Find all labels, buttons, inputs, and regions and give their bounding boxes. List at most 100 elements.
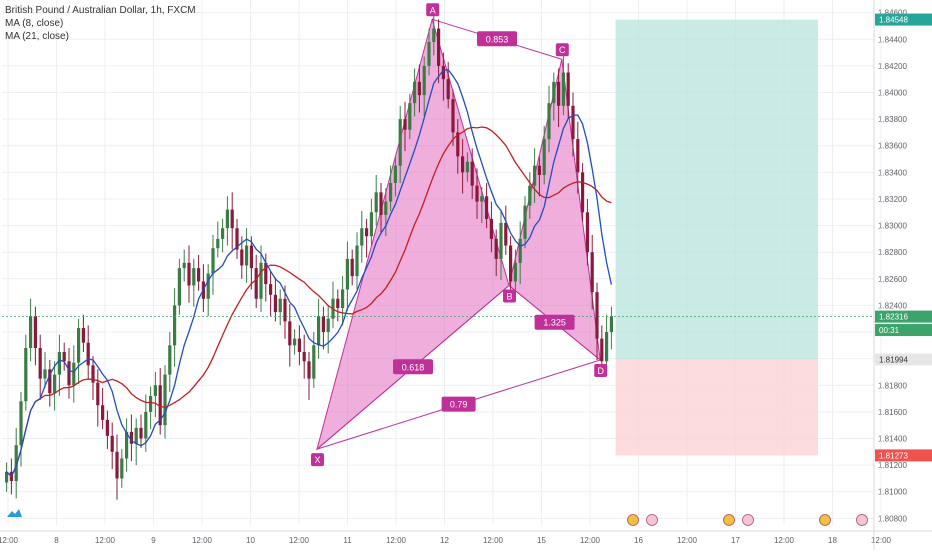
candle-body [533,165,537,186]
candle-body [523,205,527,239]
candle-body [288,321,292,346]
candle-body [427,41,431,66]
candle-body [110,435,114,452]
candle-body [518,238,522,263]
price-badge-label: 1.84548 [879,16,908,25]
candle-body [192,268,196,286]
candle-body [528,185,532,206]
ratio-label-box [534,314,575,330]
candle-body [461,156,465,173]
candle-body [561,72,565,106]
ratio-label-box [393,359,433,375]
candle-body [600,338,604,362]
candle-body [163,374,167,426]
x-tick-label: 17 [731,536,740,545]
candle-body [369,212,373,237]
candle-body [101,405,105,420]
calendar-flag-icon [723,514,735,526]
candle-body [144,411,148,439]
candle-body [48,369,52,394]
candle-body [245,245,249,266]
candle-body [413,81,417,104]
x-tick-label: 12 [440,536,449,545]
candle-body [513,262,517,282]
candle-body [566,72,570,106]
candle-body [206,273,210,299]
price-badge [875,13,932,26]
candle-body [283,298,287,322]
y-tick-label: 1.83400 [878,168,907,177]
ratio-label: 1.325 [543,318,566,328]
candle-body [29,316,33,349]
candle-body [86,342,90,366]
candle-body [403,119,407,130]
price-badge-label: 1.81273 [879,451,908,460]
candle-body [480,196,484,202]
candle-body [590,252,594,293]
candle-body [365,228,369,237]
candle-body [609,316,613,333]
candle-body [230,209,234,229]
candle-body [197,268,201,282]
y-tick-label: 1.81200 [878,461,907,470]
pattern-point-box [503,289,516,303]
candle-body [134,427,138,444]
calendar-flag-icon [819,514,831,526]
candle-body [432,28,436,42]
candle-body [581,172,585,213]
candle-body [105,419,109,436]
x-tick-label: 12:00 [386,536,407,545]
candle-body [216,238,220,249]
pattern-point-box [311,453,324,467]
candle-body [225,209,229,229]
chart-legend: British Pound / Australian Dollar, 1h, F… [5,4,196,43]
price-badge-label: 1.81994 [879,355,908,364]
economic-event-icon [742,514,754,526]
x-tick-label: 12:00 [774,536,795,545]
candle-body [336,298,340,309]
pattern-point-box [594,363,608,377]
candle-body [446,79,450,100]
candle-body [350,258,354,277]
x-tick-label: 12:00 [289,536,310,545]
candle-body [456,132,460,157]
ma-fast-line [6,69,613,478]
price-badge [875,449,932,462]
x-tick-label: 11 [343,536,352,545]
candle-body [240,249,244,266]
y-tick-label: 1.84600 [878,9,907,18]
candle-body [177,268,181,306]
candle-body [96,382,100,406]
y-tick-label: 1.81000 [878,488,907,497]
economic-event-icon [646,514,658,526]
y-tick-label: 1.81800 [878,381,907,390]
candle-body [221,228,225,239]
candle-body [408,103,412,130]
x-tick-label: 12:00 [0,536,19,545]
candle-body [437,28,441,66]
candle-body [547,103,551,140]
candle-body [355,245,359,277]
ratio-label-box [441,396,476,412]
pattern-point-box [555,43,569,57]
pattern-point-label: B [506,291,512,301]
candle-body [537,165,541,176]
candle-body [557,81,561,106]
candle-body [77,328,81,363]
candle-body [43,369,47,379]
candle-body [67,361,71,386]
candle-body [187,262,191,286]
candle-body [504,222,508,246]
candle-body [384,201,388,215]
symbol-title: British Pound / Australian Dollar, 1h, F… [5,5,196,16]
x-tick-label: 12:00 [483,536,504,545]
candle-body [398,119,402,166]
candle-body [211,248,215,274]
y-tick-label: 1.83200 [878,195,907,204]
candle-body [115,451,119,479]
x-tick-label: 12:00 [871,536,892,545]
candle-body [374,192,378,213]
candle-body [595,292,599,339]
